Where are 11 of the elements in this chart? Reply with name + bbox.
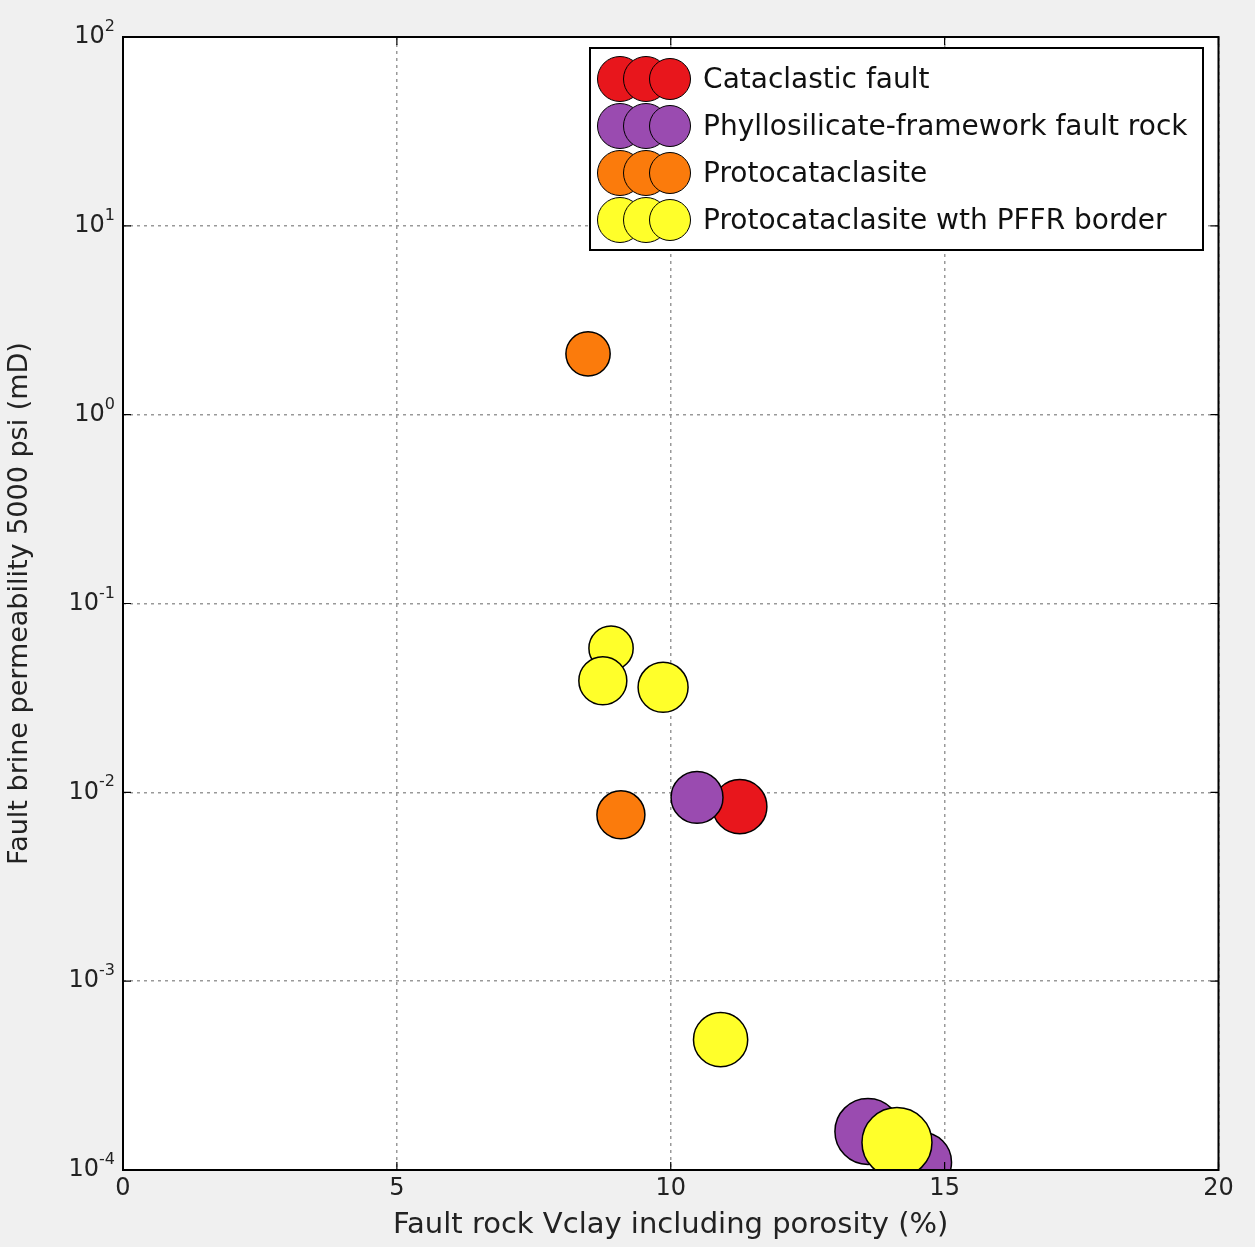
- legend-label: Cataclastic fault: [703, 62, 930, 95]
- x-tick-label: 20: [1203, 1172, 1234, 1201]
- x-axis-title: Fault rock Vclay including porosity (%): [393, 1206, 949, 1241]
- legend-label: Protocataclasite wth PFFR border: [703, 203, 1167, 236]
- x-tick-label: 15: [929, 1172, 960, 1201]
- y-axis-title: Fault brine permeability 5000 psi (mD): [2, 342, 34, 865]
- x-tick-label: 10: [655, 1172, 687, 1201]
- legend-label: Protocataclasite: [703, 156, 928, 189]
- legend-label: Phyllosilicate-framework fault rock: [703, 109, 1188, 142]
- x-tick-label: 0: [115, 1172, 131, 1201]
- x-tick-label: 5: [389, 1172, 405, 1201]
